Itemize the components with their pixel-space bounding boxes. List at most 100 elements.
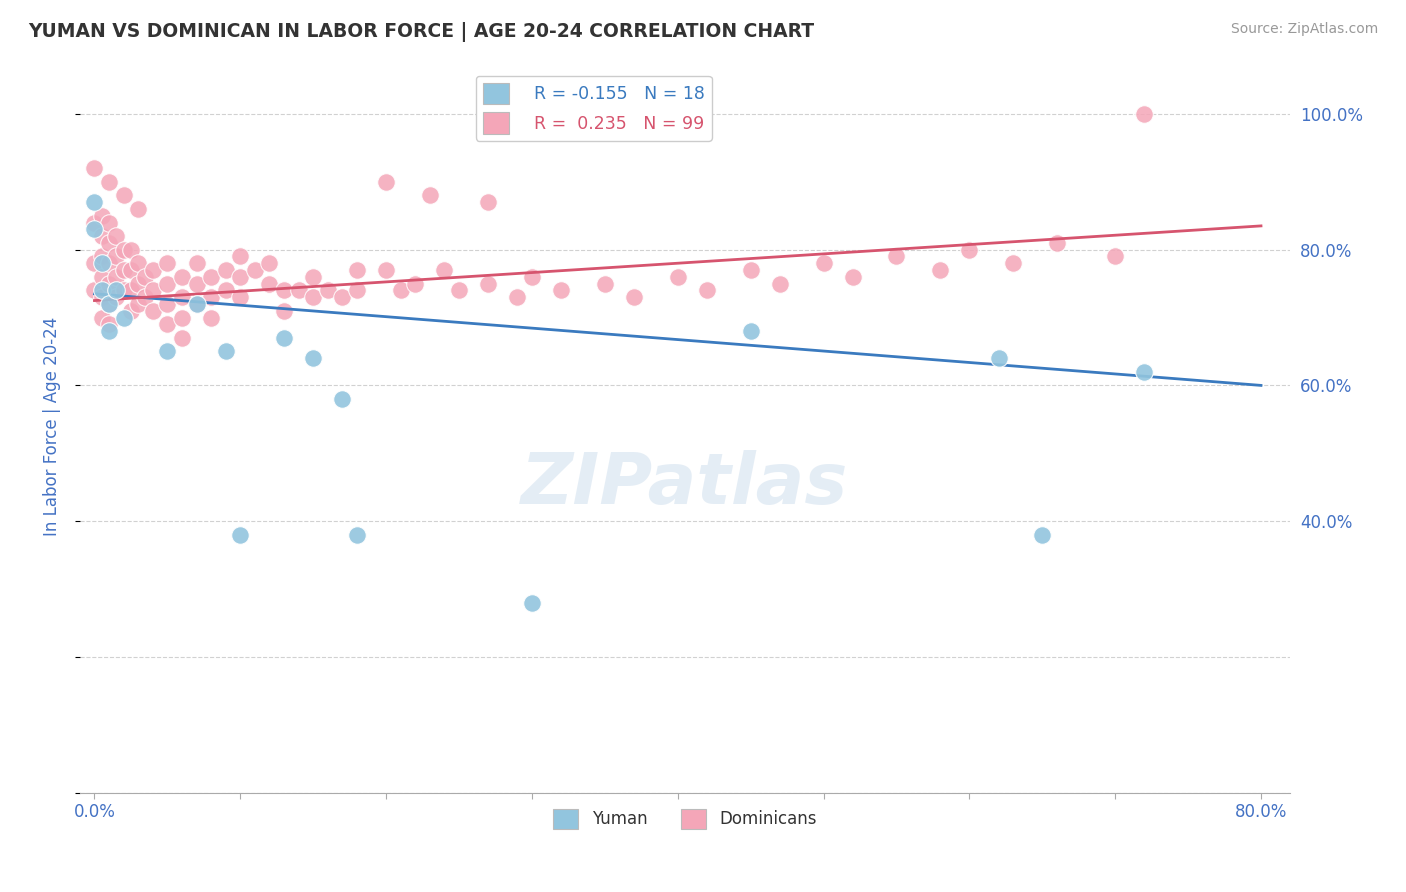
Point (740, 324, 762, 338)
Point (90, 284, 112, 298)
Point (142, 284, 165, 298)
Point (477, 277, 499, 291)
Point (229, 290, 252, 304)
Point (112, 188, 135, 202)
Point (156, 344, 179, 359)
Point (83, 256, 105, 270)
Point (142, 263, 165, 277)
Point (120, 284, 142, 298)
Point (112, 310, 135, 325)
Point (105, 269, 128, 284)
Point (215, 263, 238, 277)
Point (98, 324, 121, 338)
Point (83, 284, 105, 298)
Point (134, 290, 156, 304)
Point (120, 303, 142, 318)
Point (90, 310, 112, 325)
Text: Source: ZipAtlas.com: Source: ZipAtlas.com (1230, 22, 1378, 37)
Point (90, 209, 112, 223)
Point (127, 277, 149, 291)
Point (477, 195, 499, 210)
Point (127, 202, 149, 216)
Point (696, 284, 718, 298)
Point (1031, 527, 1053, 541)
Point (83, 161, 105, 176)
Point (83, 195, 105, 210)
Point (813, 256, 835, 270)
Point (83, 215, 105, 229)
Point (987, 351, 1010, 366)
Point (273, 303, 295, 318)
Point (186, 297, 208, 311)
Point (127, 256, 149, 270)
Point (127, 297, 149, 311)
Point (142, 303, 165, 318)
Point (229, 249, 252, 263)
Point (83, 222, 105, 236)
Point (316, 284, 339, 298)
Point (170, 331, 193, 345)
Point (112, 284, 135, 298)
Point (1002, 256, 1025, 270)
Point (186, 277, 208, 291)
Point (273, 284, 295, 298)
Point (156, 297, 179, 311)
Point (200, 290, 222, 304)
Y-axis label: In Labor Force | Age 20-24: In Labor Force | Age 20-24 (44, 317, 60, 536)
Text: ZIPatlas: ZIPatlas (522, 450, 849, 519)
Point (90, 256, 112, 270)
Point (666, 269, 689, 284)
Point (112, 263, 135, 277)
Point (550, 284, 572, 298)
Point (98, 297, 121, 311)
Point (346, 284, 368, 298)
Point (170, 269, 193, 284)
Point (740, 263, 762, 277)
Point (229, 269, 252, 284)
Point (929, 263, 952, 277)
Point (259, 256, 281, 270)
Point (957, 243, 980, 257)
Point (389, 284, 412, 298)
Point (200, 310, 222, 325)
Point (105, 249, 128, 263)
Point (98, 277, 121, 291)
Point (1133, 365, 1156, 379)
Point (200, 269, 222, 284)
Point (105, 229, 128, 244)
Point (841, 269, 863, 284)
Point (346, 263, 368, 277)
Legend: Yuman, Dominicans: Yuman, Dominicans (547, 802, 824, 836)
Point (98, 297, 121, 311)
Point (886, 249, 908, 263)
Point (186, 297, 208, 311)
Text: YUMAN VS DOMINICAN IN LABOR FORCE | AGE 20-24 CORRELATION CHART: YUMAN VS DOMINICAN IN LABOR FORCE | AGE … (28, 22, 814, 42)
Point (1104, 249, 1126, 263)
Point (346, 527, 368, 541)
Point (419, 188, 441, 202)
Point (330, 290, 353, 304)
Point (302, 351, 325, 366)
Point (120, 263, 142, 277)
Point (90, 290, 112, 304)
Point (186, 256, 208, 270)
Point (375, 263, 398, 277)
Point (520, 596, 543, 610)
Point (287, 284, 309, 298)
Point (330, 392, 353, 406)
Point (215, 344, 238, 359)
Point (170, 290, 193, 304)
Point (433, 263, 456, 277)
Point (259, 277, 281, 291)
Point (243, 263, 266, 277)
Point (98, 215, 121, 229)
Point (170, 310, 193, 325)
Point (520, 269, 543, 284)
Point (769, 277, 792, 291)
Point (273, 331, 295, 345)
Point (98, 175, 121, 189)
Point (90, 269, 112, 284)
Point (506, 290, 529, 304)
Point (156, 277, 179, 291)
Point (98, 235, 121, 250)
